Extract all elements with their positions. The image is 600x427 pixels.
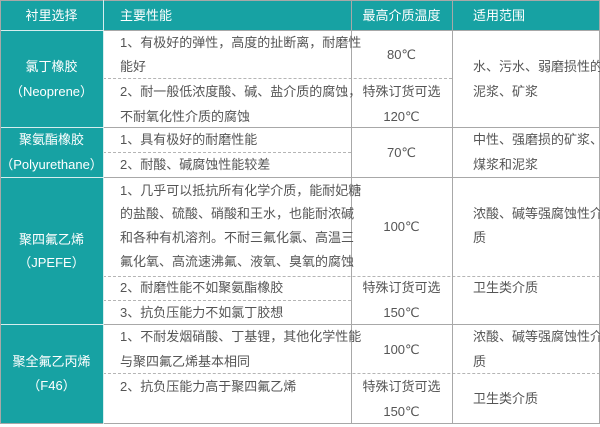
property-line: 与聚四氟乙烯基本相同	[120, 354, 251, 369]
sub-row-divider	[103, 78, 452, 79]
header-background	[1, 1, 599, 30]
special-order: 特殊订货可选	[362, 84, 441, 99]
property-line: 不耐氧化性介质的腐蚀	[120, 109, 251, 124]
lining-name: 氯丁橡胶	[25, 59, 78, 74]
max-temp: 100℃	[383, 342, 420, 357]
row-divider	[1, 30, 103, 31]
property-line: 1、具有极好的耐磨性能	[120, 132, 258, 147]
usage-line: 卫生类介质	[473, 280, 539, 295]
header-lining: 衬里选择	[25, 8, 78, 23]
header-usage: 适用范围	[473, 8, 526, 23]
lining-name-en: （Polyurethane）	[0, 157, 103, 172]
usage-line: 煤浆和泥浆	[473, 157, 539, 172]
property-line: 1、有极好的弹性，高度的扯断离，耐磨性	[120, 35, 362, 50]
usage-line: 质	[473, 354, 487, 369]
lining-name-en: （JPEFE）	[18, 255, 85, 270]
usage-line: 浓酸、碱等强腐蚀性介	[473, 329, 600, 344]
property-line: 和各种有机溶剂。不耐三氟化氯、高温三	[120, 230, 355, 245]
property-line: 氟化氧、高流速沸氟、液氧、臭氧的腐蚀	[120, 254, 355, 269]
max-temp: 80℃	[386, 47, 417, 62]
column-divider	[452, 0, 453, 424]
max-temp: 100℃	[383, 219, 420, 234]
first-column-background	[1, 1, 103, 423]
special-temp: 120℃	[383, 109, 420, 124]
header-max-temp: 最高介质温度	[362, 8, 441, 23]
property-line: 1、不耐发烟硝酸、丁基锂，其他化学性能	[120, 329, 362, 344]
property-line: 2、耐磨性能不如聚氨酯橡胶	[120, 280, 284, 295]
lining-name: 聚四氟乙烯	[18, 232, 84, 247]
usage-line: 质	[473, 230, 487, 245]
lining-name: 聚全氟乙丙烯	[12, 354, 91, 369]
special-order: 特殊订货可选	[362, 379, 441, 394]
property-line: 的盐酸、硫酸、硝酸和王水，也能耐浓碱	[120, 206, 355, 221]
property-line: 能好	[120, 59, 147, 74]
header-properties: 主要性能	[120, 8, 173, 23]
property-line: 2、耐一般低浓度酸、碱、盐介质的腐蚀，	[120, 84, 362, 99]
lining-name-en: （F46）	[27, 378, 76, 393]
column-divider	[103, 0, 104, 424]
row-divider	[1, 127, 103, 128]
usage-line: 中性、强磨损的矿浆、	[473, 132, 600, 147]
row-divider	[1, 177, 103, 178]
property-line: 3、抗负压能力不如氯丁胶想	[120, 305, 284, 320]
special-temp: 150℃	[383, 404, 420, 419]
usage-line: 卫生类介质	[473, 391, 539, 406]
property-line: 2、耐酸、碱腐蚀性能较差	[120, 157, 271, 172]
row-divider	[1, 324, 103, 325]
sub-row-divider	[103, 300, 351, 301]
property-line: 1、几乎可以抵抗所有化学介质，能耐妃糖	[120, 183, 362, 198]
table-border-left	[0, 0, 1, 424]
lining-name: 聚氨酯橡胶	[18, 132, 84, 147]
usage-line: 水、污水、弱磨损性的	[473, 59, 600, 74]
sub-row-divider	[103, 152, 351, 153]
special-order: 特殊订货可选	[362, 280, 441, 295]
table-border-bottom	[0, 423, 600, 424]
special-temp: 150℃	[383, 305, 420, 320]
lining-name-en: （Neoprene）	[9, 84, 94, 99]
usage-line: 泥浆、矿浆	[473, 84, 539, 99]
max-temp: 70℃	[386, 145, 417, 160]
property-line: 2、抗负压能力高于聚四氟乙烯	[120, 379, 297, 394]
column-divider	[351, 0, 352, 424]
usage-line: 浓酸、碱等强腐蚀性介	[473, 206, 600, 221]
table-border-top	[0, 0, 600, 1]
